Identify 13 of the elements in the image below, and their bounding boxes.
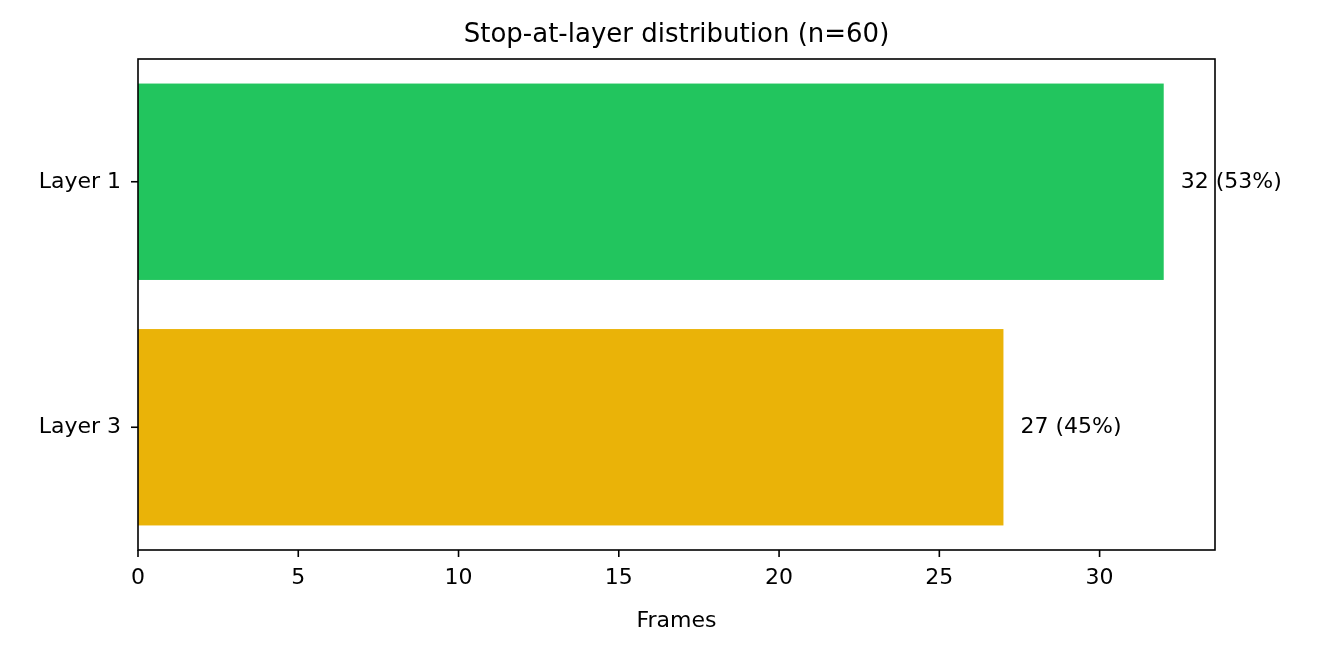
y-tick-label: Layer 3	[38, 413, 121, 439]
chart-title: Stop-at-layer distribution (n=60)	[463, 18, 890, 48]
x-tick-label: 5	[291, 564, 306, 589]
x-tick-label: 20	[765, 564, 794, 589]
x-tick-label: 25	[925, 564, 954, 589]
data-label: 32 (53%)	[1180, 167, 1282, 193]
x-tick-label: 15	[604, 564, 633, 589]
x-axis-title: Frames	[636, 607, 717, 632]
data-label: 27 (45%)	[1020, 413, 1122, 439]
y-tick-label: Layer 1	[38, 167, 121, 193]
x-tick-label: 10	[444, 564, 473, 589]
x-tick-label: 0	[131, 564, 145, 589]
x-tick-label: 30	[1085, 564, 1114, 589]
